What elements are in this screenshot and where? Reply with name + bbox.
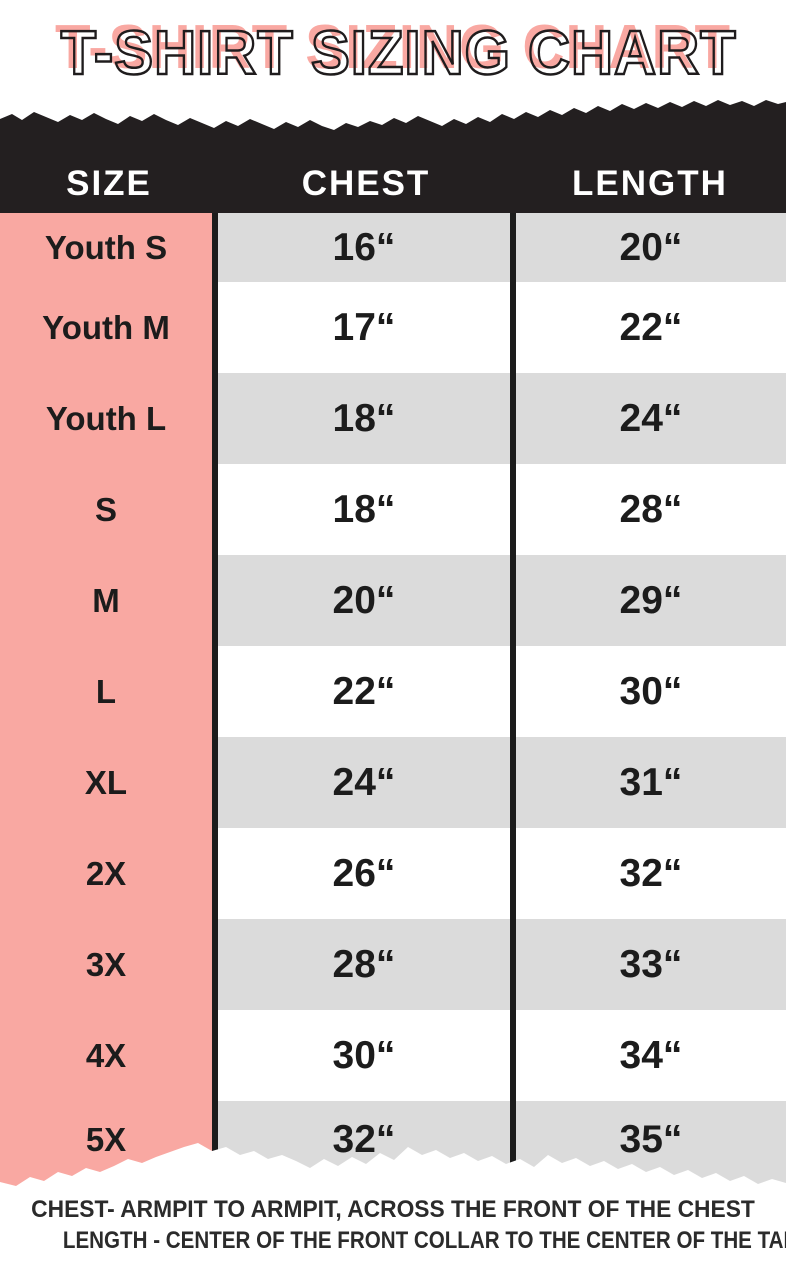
length-cell: 33“: [516, 919, 786, 1010]
chest-cell: 32“: [218, 1101, 510, 1186]
torn-sheet: SIZE CHEST LENGTH Youth S 16“ 20“ Youth …: [0, 100, 786, 1186]
table-row: 5X 32“ 35“: [0, 1101, 786, 1186]
column-divider: [510, 555, 516, 646]
size-cell: M: [0, 555, 212, 646]
length-cell: 28“: [516, 464, 786, 555]
length-note: LENGTH - CENTER OF THE FRONT COLLAR TO T…: [62, 1227, 786, 1254]
chest-cell: 18“: [218, 373, 510, 464]
column-divider: [510, 646, 516, 737]
column-header-chest: CHEST: [301, 164, 431, 203]
table-header-band: SIZE CHEST LENGTH: [0, 100, 786, 213]
size-cell: 4X: [0, 1010, 212, 1101]
table-row: 3X 28“ 33“: [0, 919, 786, 1010]
length-cell: 32“: [516, 828, 786, 919]
table-row: Youth M 17“ 22“: [0, 282, 786, 373]
column-divider: [212, 646, 218, 737]
table-row: XL 24“ 31“: [0, 737, 786, 828]
title-text-outline: T-SHIRT SIZING CHART: [59, 18, 737, 89]
column-divider: [510, 1101, 516, 1186]
table-row: 2X 26“ 32“: [0, 828, 786, 919]
column-divider: [510, 1010, 516, 1101]
table-row: M 20“ 29“: [0, 555, 786, 646]
length-cell: 29“: [516, 555, 786, 646]
column-divider: [212, 1101, 218, 1186]
column-divider: [510, 282, 516, 373]
column-divider: [510, 828, 516, 919]
column-divider: [212, 213, 218, 282]
chest-cell: 16“: [218, 213, 510, 282]
length-cell: 22“: [516, 282, 786, 373]
column-divider: [510, 213, 516, 282]
table-row: 4X 30“ 34“: [0, 1010, 786, 1101]
column-divider: [510, 464, 516, 555]
length-cell: 35“: [516, 1101, 786, 1186]
measurement-notes: CHEST- ARMPIT TO ARMPIT, ACROSS THE FRON…: [0, 1194, 786, 1256]
table-row: Youth S 16“ 20“: [0, 213, 786, 282]
page-title: T-SHIRT SIZING CHART T-SHIRT SIZING CHAR…: [24, 13, 763, 89]
size-cell: 2X: [0, 828, 212, 919]
size-cell: 5X: [0, 1101, 212, 1186]
length-cell: 30“: [516, 646, 786, 737]
column-header-length: LENGTH: [572, 164, 728, 203]
column-divider: [510, 373, 516, 464]
column-divider: [212, 737, 218, 828]
chest-cell: 30“: [218, 1010, 510, 1101]
chest-cell: 18“: [218, 464, 510, 555]
chest-cell: 28“: [218, 919, 510, 1010]
column-divider: [212, 919, 218, 1010]
size-cell: XL: [0, 737, 212, 828]
size-cell: Youth L: [0, 373, 212, 464]
column-divider: [212, 828, 218, 919]
column-header-size: SIZE: [66, 164, 152, 203]
table-row: Youth L 18“ 24“: [0, 373, 786, 464]
table-body: Youth S 16“ 20“ Youth M 17“ 22“ Youth L …: [0, 213, 786, 1186]
chest-cell: 17“: [218, 282, 510, 373]
size-cell: 3X: [0, 919, 212, 1010]
column-divider: [510, 737, 516, 828]
size-cell: L: [0, 646, 212, 737]
column-divider: [212, 1010, 218, 1101]
column-divider: [510, 919, 516, 1010]
length-cell: 20“: [516, 213, 786, 282]
chest-cell: 24“: [218, 737, 510, 828]
column-divider: [212, 373, 218, 464]
column-divider: [212, 464, 218, 555]
length-cell: 31“: [516, 737, 786, 828]
title-text-fill: T-SHIRT SIZING CHART: [54, 13, 732, 82]
size-cell: S: [0, 464, 212, 555]
chest-cell: 22“: [218, 646, 510, 737]
column-divider: [212, 282, 218, 373]
table-row: S 18“ 28“: [0, 464, 786, 555]
chest-cell: 26“: [218, 828, 510, 919]
chest-note: CHEST- ARMPIT TO ARMPIT, ACROSS THE FRON…: [31, 1196, 755, 1223]
length-cell: 24“: [516, 373, 786, 464]
table-row: L 22“ 30“: [0, 646, 786, 737]
size-cell: Youth S: [0, 213, 212, 282]
size-cell: Youth M: [0, 282, 212, 373]
title-stack: T-SHIRT SIZING CHART T-SHIRT SIZING CHAR…: [54, 13, 737, 89]
chest-cell: 20“: [218, 555, 510, 646]
length-cell: 34“: [516, 1010, 786, 1101]
column-divider: [212, 555, 218, 646]
